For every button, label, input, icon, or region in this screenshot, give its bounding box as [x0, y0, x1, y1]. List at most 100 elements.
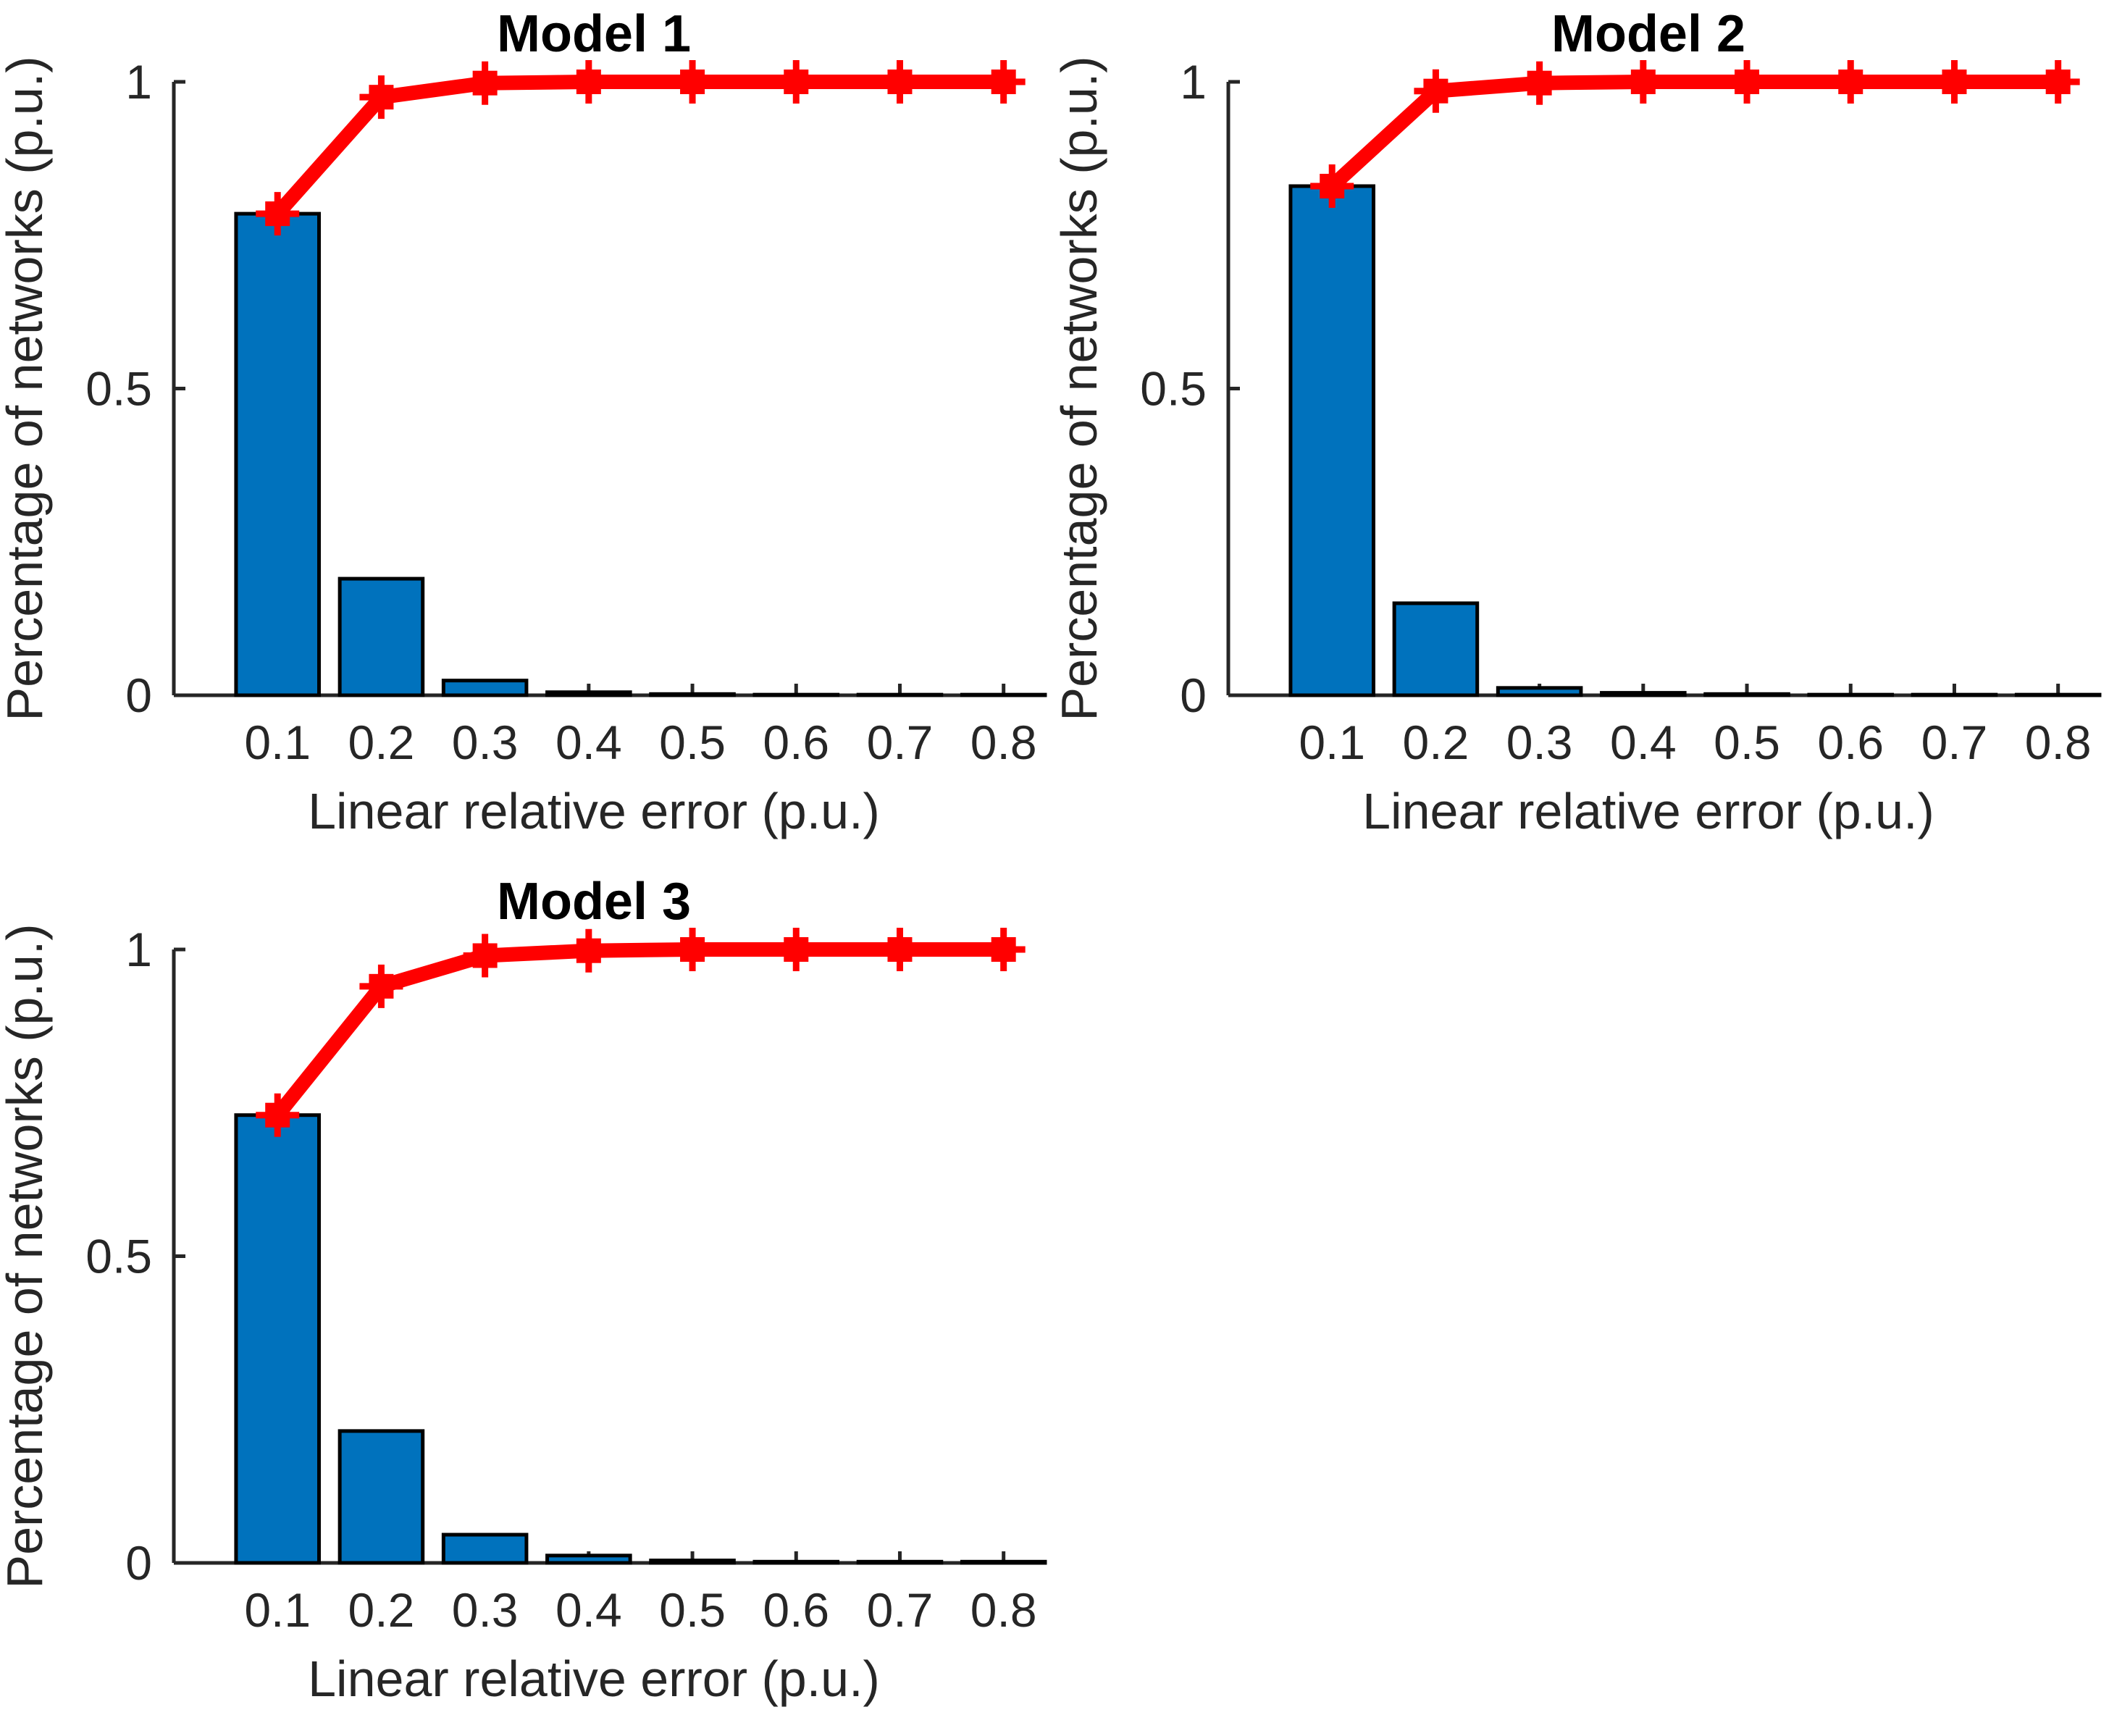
y-tick-label: 1: [1180, 55, 1207, 109]
square-marker: [1735, 70, 1760, 94]
square-marker: [991, 937, 1016, 962]
axes: 0 0.5 1 0.1 0.2 0.3 0.4 0.5 0.6 0.7 0.8: [1140, 55, 2091, 769]
x-tick-label: 0.5: [659, 1583, 726, 1637]
histogram-bars: [234, 1113, 1047, 1565]
subplot-model-1: 0 0.5 1 0.1 0.2 0.3 0.4 0.5 0.6 0.7 0.8 Percentage …: [0, 0, 1054, 868]
axes: 0 0.5 1 0.1 0.2 0.3 0.4 0.5 0.6 0.7 0.8: [85, 923, 1036, 1637]
x-tick-label: 0.6: [1817, 716, 1884, 769]
square-marker: [1838, 70, 1863, 94]
bar: [649, 692, 736, 697]
x-tick-label: 0.8: [2025, 716, 2092, 769]
square-marker: [265, 1102, 290, 1128]
cumulative-line: [1310, 60, 2080, 208]
square-marker: [576, 70, 601, 94]
x-axis-label: Linear relative error (p.u.): [308, 1651, 880, 1707]
x-tick-label: 0.2: [348, 716, 415, 769]
square-marker: [1320, 173, 1345, 198]
bar: [545, 1553, 632, 1565]
subplot-model-3: 0 0.5 1 0.1 0.2 0.3 0.4 0.5 0.6 0.7 0.8 Percentage …: [0, 868, 1054, 1735]
y-tick-label: 0: [125, 668, 152, 722]
bar: [1392, 601, 1480, 697]
x-tick-label: 0.3: [1506, 716, 1573, 769]
subplot-model-2: 0 0.5 1 0.1 0.2 0.3 0.4 0.5 0.6 0.7 0.8 Percentage …: [1054, 0, 2109, 868]
y-tick-label: 1: [125, 55, 152, 109]
x-tick-label: 0.4: [555, 716, 622, 769]
x-tick-label: 0.5: [659, 716, 726, 769]
cumulative-line: [256, 60, 1026, 236]
bar: [1600, 691, 1687, 697]
y-tick-label: 0.5: [85, 1230, 152, 1283]
bar: [337, 576, 425, 697]
subplot-title: Model 1: [496, 5, 692, 63]
x-tick-label: 0.8: [970, 1583, 1037, 1637]
x-tick-label: 0.7: [1921, 716, 1988, 769]
x-tick-label: 0.7: [867, 716, 934, 769]
subplot-title: Model 2: [1551, 5, 1746, 63]
x-tick-label: 0.8: [970, 716, 1037, 769]
y-tick-label: 0: [1180, 668, 1207, 722]
square-marker: [1423, 78, 1448, 104]
square-marker: [680, 937, 705, 962]
histogram-bars: [1288, 184, 2102, 697]
x-tick-label: 0.6: [763, 1583, 829, 1637]
x-tick-label: 0.3: [452, 1583, 519, 1637]
y-tick-label: 0.5: [85, 362, 152, 416]
x-tick-label: 0.1: [1299, 716, 1365, 769]
x-tick-label: 0.3: [452, 716, 519, 769]
y-axis-label: Percentage of networks (p.u.): [0, 923, 53, 1588]
square-marker: [472, 70, 498, 96]
x-tick-label: 0.1: [244, 716, 311, 769]
bar: [441, 1532, 529, 1565]
bar: [234, 1113, 321, 1565]
subplot-title: Model 3: [496, 873, 692, 931]
bar: [752, 1559, 840, 1565]
square-marker: [576, 938, 601, 963]
square-marker: [991, 70, 1016, 94]
histogram-bars: [234, 211, 1047, 697]
square-marker: [680, 70, 705, 94]
y-axis-label: Percentage of networks (p.u.): [0, 56, 53, 721]
x-tick-label: 0.7: [867, 1583, 934, 1637]
x-tick-label: 0.2: [348, 1583, 415, 1637]
square-marker: [2045, 70, 2071, 94]
x-tick-label: 0.2: [1403, 716, 1469, 769]
x-tick-label: 0.1: [244, 1583, 311, 1637]
square-marker: [887, 70, 913, 94]
y-tick-label: 0: [125, 1536, 152, 1590]
square-marker: [784, 70, 809, 94]
model-3-chart: 0 0.5 1 0.1 0.2 0.3 0.4 0.5 0.6 0.7 0.8 Percentage …: [0, 923, 1047, 1637]
bar: [1496, 686, 1583, 697]
bar: [1703, 692, 1790, 697]
bar: [234, 211, 321, 697]
bar: [337, 1429, 425, 1565]
square-marker: [784, 937, 809, 962]
y-tick-label: 0.5: [1140, 362, 1207, 416]
square-marker: [369, 973, 394, 999]
model-1-chart: 0 0.5 1 0.1 0.2 0.3 0.4 0.5 0.6 0.7 0.8 Percentage …: [0, 55, 1047, 769]
x-axis-label: Linear relative error (p.u.): [308, 783, 880, 839]
x-tick-label: 0.6: [763, 716, 829, 769]
square-marker: [369, 85, 394, 110]
y-axis-label: Percentage of networks (p.u.): [1054, 56, 1107, 721]
bar: [545, 690, 632, 697]
bar: [441, 679, 529, 697]
y-tick-label: 1: [125, 923, 152, 976]
x-axis-label: Linear relative error (p.u.): [1362, 783, 1934, 839]
x-tick-label: 0.4: [555, 1583, 622, 1637]
cumulative-line: [256, 928, 1026, 1137]
square-marker: [1942, 70, 1967, 94]
x-tick-label: 0.4: [1610, 716, 1677, 769]
bar: [856, 1559, 944, 1565]
bar: [649, 1559, 736, 1565]
axes: 0 0.5 1 0.1 0.2 0.3 0.4 0.5 0.6 0.7 0.8: [85, 55, 1036, 769]
bar: [1288, 184, 1375, 697]
x-tick-label: 0.5: [1714, 716, 1780, 769]
model-2-chart: 0 0.5 1 0.1 0.2 0.3 0.4 0.5 0.6 0.7 0.8 Percentage …: [1054, 55, 2102, 769]
square-marker: [887, 937, 913, 962]
square-marker: [265, 201, 290, 227]
square-marker: [1630, 70, 1656, 94]
square-marker: [1527, 70, 1552, 96]
bar: [960, 1559, 1047, 1565]
square-marker: [472, 943, 498, 968]
